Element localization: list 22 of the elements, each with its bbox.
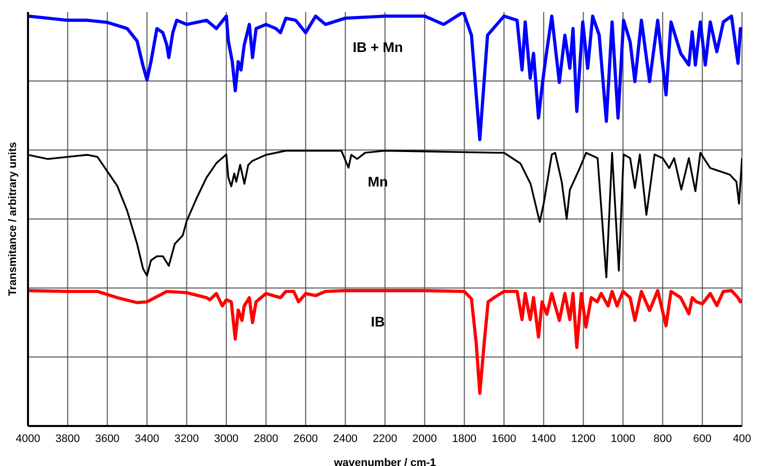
x-tick-label: 3600 xyxy=(95,432,120,445)
x-tick-label: 3400 xyxy=(134,432,160,445)
x-tick-label: 2000 xyxy=(412,432,437,445)
x-tick-label: 800 xyxy=(653,432,672,445)
x-tick-label: 1000 xyxy=(610,432,636,445)
x-tick-label: 2400 xyxy=(333,432,358,445)
x-tick-label: 400 xyxy=(732,432,752,445)
x-tick-label: 3000 xyxy=(214,432,239,445)
x-tick-label: 2600 xyxy=(293,432,318,445)
x-axis-title: wavenumber / cm-1 xyxy=(332,457,436,466)
x-tick-label: 1800 xyxy=(452,432,477,445)
x-tick-label: 600 xyxy=(693,432,712,445)
x-tick-label: 2200 xyxy=(372,432,398,445)
x-tick-label: 4000 xyxy=(16,432,40,445)
y-axis-title: Transmitance / arbitrary units xyxy=(6,142,19,296)
x-tick-label: 1200 xyxy=(571,432,596,445)
x-tick-label: 1400 xyxy=(531,432,556,445)
x-tick-label: 3200 xyxy=(174,432,199,445)
x-tick-label: 2800 xyxy=(254,432,278,445)
x-tick-label: 1600 xyxy=(492,432,516,445)
x-tick-label: 3800 xyxy=(55,432,80,445)
series-label: IB xyxy=(370,314,385,330)
